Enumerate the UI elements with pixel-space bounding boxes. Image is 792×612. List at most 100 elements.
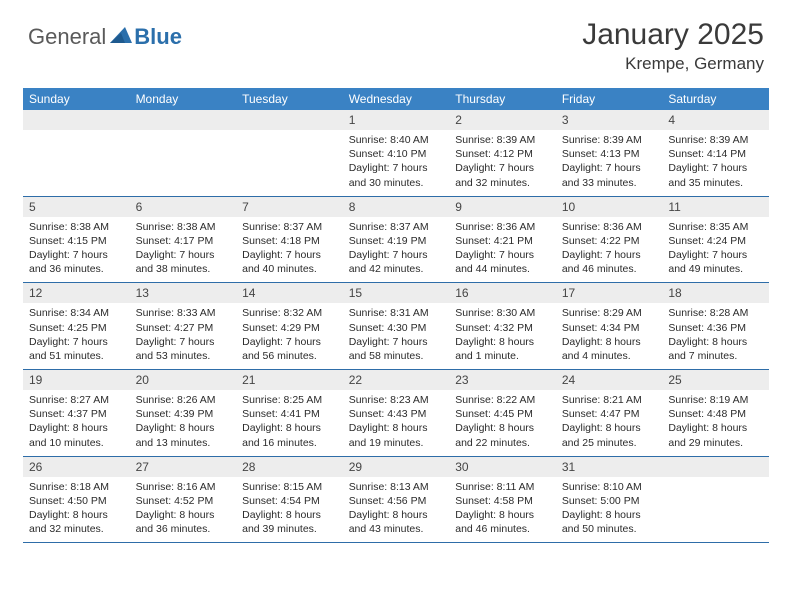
day-line: Sunrise: 8:37 AM (349, 220, 444, 234)
day-text: Sunrise: 8:39 AMSunset: 4:12 PMDaylight:… (449, 130, 556, 196)
day-number: 14 (236, 283, 343, 303)
day-cell: 1Sunrise: 8:40 AMSunset: 4:10 PMDaylight… (343, 110, 450, 196)
day-line: and 39 minutes. (242, 522, 337, 536)
day-line: Sunset: 4:58 PM (455, 494, 550, 508)
day-line: and 13 minutes. (136, 436, 231, 450)
month-title: January 2025 (582, 18, 764, 52)
day-text: Sunrise: 8:39 AMSunset: 4:14 PMDaylight:… (662, 130, 769, 196)
day-cell: 28Sunrise: 8:15 AMSunset: 4:54 PMDayligh… (236, 456, 343, 543)
day-number: 23 (449, 370, 556, 390)
day-line: Sunset: 4:47 PM (562, 407, 657, 421)
day-cell: 8Sunrise: 8:37 AMSunset: 4:19 PMDaylight… (343, 196, 450, 283)
day-line: Sunset: 4:14 PM (668, 147, 763, 161)
calendar-body: 1Sunrise: 8:40 AMSunset: 4:10 PMDaylight… (23, 110, 769, 543)
day-cell: 23Sunrise: 8:22 AMSunset: 4:45 PMDayligh… (449, 370, 556, 457)
day-line: and 10 minutes. (29, 436, 124, 450)
day-line: Daylight: 8 hours (455, 335, 550, 349)
day-cell: 19Sunrise: 8:27 AMSunset: 4:37 PMDayligh… (23, 370, 130, 457)
day-cell: 27Sunrise: 8:16 AMSunset: 4:52 PMDayligh… (130, 456, 237, 543)
day-line: and 16 minutes. (242, 436, 337, 450)
day-header-row: Sunday Monday Tuesday Wednesday Thursday… (23, 88, 769, 110)
day-header-sat: Saturday (662, 88, 769, 110)
day-line: Sunset: 4:21 PM (455, 234, 550, 248)
calendar-table: Sunday Monday Tuesday Wednesday Thursday… (23, 88, 769, 543)
day-text (662, 477, 769, 535)
day-line: Sunset: 4:36 PM (668, 321, 763, 335)
day-text: Sunrise: 8:31 AMSunset: 4:30 PMDaylight:… (343, 303, 450, 369)
day-number: 11 (662, 197, 769, 217)
day-line: and 36 minutes. (29, 262, 124, 276)
day-line: Daylight: 8 hours (242, 508, 337, 522)
day-number: 22 (343, 370, 450, 390)
day-text: Sunrise: 8:15 AMSunset: 4:54 PMDaylight:… (236, 477, 343, 543)
day-line: Sunset: 4:52 PM (136, 494, 231, 508)
day-line: and 4 minutes. (562, 349, 657, 363)
day-header-wed: Wednesday (343, 88, 450, 110)
day-line: Daylight: 8 hours (455, 421, 550, 435)
day-text: Sunrise: 8:32 AMSunset: 4:29 PMDaylight:… (236, 303, 343, 369)
day-text: Sunrise: 8:23 AMSunset: 4:43 PMDaylight:… (343, 390, 450, 456)
week-row: 1Sunrise: 8:40 AMSunset: 4:10 PMDaylight… (23, 110, 769, 196)
day-line: Daylight: 8 hours (29, 421, 124, 435)
day-line: Daylight: 7 hours (349, 161, 444, 175)
day-line: Daylight: 7 hours (562, 161, 657, 175)
day-cell: 29Sunrise: 8:13 AMSunset: 4:56 PMDayligh… (343, 456, 450, 543)
day-cell (236, 110, 343, 196)
day-cell: 20Sunrise: 8:26 AMSunset: 4:39 PMDayligh… (130, 370, 237, 457)
day-header-tue: Tuesday (236, 88, 343, 110)
day-line: Sunset: 4:12 PM (455, 147, 550, 161)
day-line: Daylight: 8 hours (349, 421, 444, 435)
day-line: and 25 minutes. (562, 436, 657, 450)
day-text: Sunrise: 8:19 AMSunset: 4:48 PMDaylight:… (662, 390, 769, 456)
day-line: Sunset: 4:41 PM (242, 407, 337, 421)
day-line: Daylight: 7 hours (242, 248, 337, 262)
day-line: Daylight: 8 hours (242, 421, 337, 435)
day-line: Sunrise: 8:27 AM (29, 393, 124, 407)
day-line: Sunrise: 8:11 AM (455, 480, 550, 494)
day-line: Daylight: 7 hours (455, 248, 550, 262)
day-line: Sunrise: 8:26 AM (136, 393, 231, 407)
day-line: Sunset: 5:00 PM (562, 494, 657, 508)
day-line: and 50 minutes. (562, 522, 657, 536)
day-number: 24 (556, 370, 663, 390)
day-number: 31 (556, 457, 663, 477)
day-text: Sunrise: 8:11 AMSunset: 4:58 PMDaylight:… (449, 477, 556, 543)
day-line: Sunset: 4:37 PM (29, 407, 124, 421)
day-line: Sunset: 4:19 PM (349, 234, 444, 248)
day-line: Sunset: 4:43 PM (349, 407, 444, 421)
day-number: 28 (236, 457, 343, 477)
day-line: and 49 minutes. (668, 262, 763, 276)
day-text: Sunrise: 8:27 AMSunset: 4:37 PMDaylight:… (23, 390, 130, 456)
day-line: Sunrise: 8:29 AM (562, 306, 657, 320)
day-line: Sunset: 4:32 PM (455, 321, 550, 335)
day-cell (662, 456, 769, 543)
day-line: Sunrise: 8:39 AM (668, 133, 763, 147)
week-row: 5Sunrise: 8:38 AMSunset: 4:15 PMDaylight… (23, 196, 769, 283)
day-text: Sunrise: 8:22 AMSunset: 4:45 PMDaylight:… (449, 390, 556, 456)
day-line: Sunrise: 8:32 AM (242, 306, 337, 320)
day-line: Sunset: 4:22 PM (562, 234, 657, 248)
day-line: Daylight: 7 hours (455, 161, 550, 175)
day-line: Sunrise: 8:34 AM (29, 306, 124, 320)
day-cell: 5Sunrise: 8:38 AMSunset: 4:15 PMDaylight… (23, 196, 130, 283)
day-line: Sunrise: 8:10 AM (562, 480, 657, 494)
day-text: Sunrise: 8:16 AMSunset: 4:52 PMDaylight:… (130, 477, 237, 543)
day-number (236, 110, 343, 130)
day-line: Daylight: 7 hours (349, 335, 444, 349)
day-line: Sunrise: 8:28 AM (668, 306, 763, 320)
day-cell: 21Sunrise: 8:25 AMSunset: 4:41 PMDayligh… (236, 370, 343, 457)
title-block: January 2025 Krempe, Germany (582, 18, 764, 74)
day-text: Sunrise: 8:33 AMSunset: 4:27 PMDaylight:… (130, 303, 237, 369)
day-line: and 53 minutes. (136, 349, 231, 363)
day-cell: 18Sunrise: 8:28 AMSunset: 4:36 PMDayligh… (662, 283, 769, 370)
day-line: Daylight: 7 hours (242, 335, 337, 349)
day-cell: 3Sunrise: 8:39 AMSunset: 4:13 PMDaylight… (556, 110, 663, 196)
day-text: Sunrise: 8:37 AMSunset: 4:19 PMDaylight:… (343, 217, 450, 283)
day-line: and 56 minutes. (242, 349, 337, 363)
logo: General Blue (28, 18, 182, 50)
day-number: 13 (130, 283, 237, 303)
day-number: 18 (662, 283, 769, 303)
day-line: Sunset: 4:25 PM (29, 321, 124, 335)
day-header-mon: Monday (130, 88, 237, 110)
day-number: 3 (556, 110, 663, 130)
